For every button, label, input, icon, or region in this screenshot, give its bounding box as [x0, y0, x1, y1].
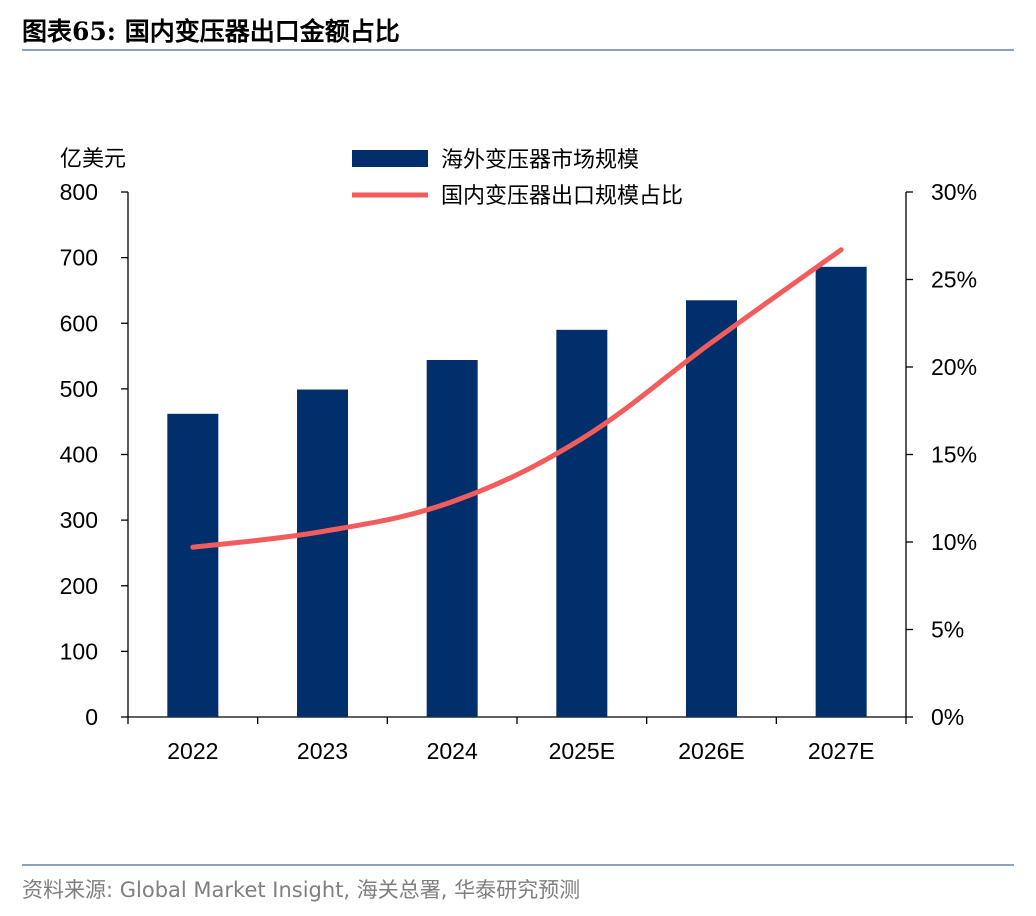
left-axis-tick-label: 400: [60, 442, 98, 468]
left-axis-tick-label: 600: [60, 310, 98, 336]
x-axis-tick-label: 2027E: [808, 738, 875, 764]
right-axis-tick-label: 25%: [931, 267, 977, 293]
x-axis-tick-label: 2024: [427, 738, 478, 764]
bar: [815, 266, 867, 717]
x-axis-tick-label: 2023: [297, 738, 348, 764]
title-divider: [22, 49, 1014, 51]
figure-title: 图表65: 国内变压器出口金额占比: [22, 17, 400, 46]
legend-label-line: 国内变压器出口规模占比: [441, 183, 683, 208]
left-axis-tick-label: 800: [60, 179, 98, 205]
left-axis-tick-label: 100: [60, 638, 98, 664]
x-axis-tick-label: 2026E: [678, 738, 745, 764]
bar-series: [167, 266, 867, 717]
right-axis-tick-label: 0%: [931, 704, 964, 730]
left-axis-tick-label: 700: [60, 245, 98, 271]
x-axis-tick-label: 2025E: [549, 738, 616, 764]
right-axis-tick-label: 10%: [931, 529, 977, 555]
right-axis-tick-label: 20%: [931, 354, 977, 380]
left-axis-tick-label: 300: [60, 507, 98, 533]
bar: [297, 389, 348, 717]
axes: 0 100 200 300 400 500 600 700 800 亿美元 0% 5% 10% 15% 20…: [60, 146, 977, 764]
line-series-path: [190, 247, 844, 550]
bar: [167, 413, 219, 717]
left-axis-tick-label: 0: [85, 704, 98, 730]
right-axis-tick-label: 15%: [931, 442, 977, 468]
right-axis-tick-label: 5%: [931, 617, 964, 643]
legend-swatch-bar: [352, 150, 428, 167]
line-series: [190, 247, 844, 550]
left-axis-unit-label: 亿美元: [60, 146, 126, 171]
legend-label-bar: 海外变压器市场规模: [441, 147, 639, 172]
bar: [686, 300, 737, 717]
left-axis-tick-label: 200: [60, 573, 98, 599]
left-axis-tick-label: 500: [60, 376, 98, 402]
bar: [426, 360, 478, 717]
right-axis-tick-label: 30%: [931, 179, 977, 205]
source-note: 资料来源: Global Market Insight, 海关总署, 华泰研究预…: [22, 878, 581, 902]
source-divider: [22, 864, 1014, 866]
bar: [556, 329, 608, 717]
x-axis-tick-label: 2022: [167, 738, 218, 764]
